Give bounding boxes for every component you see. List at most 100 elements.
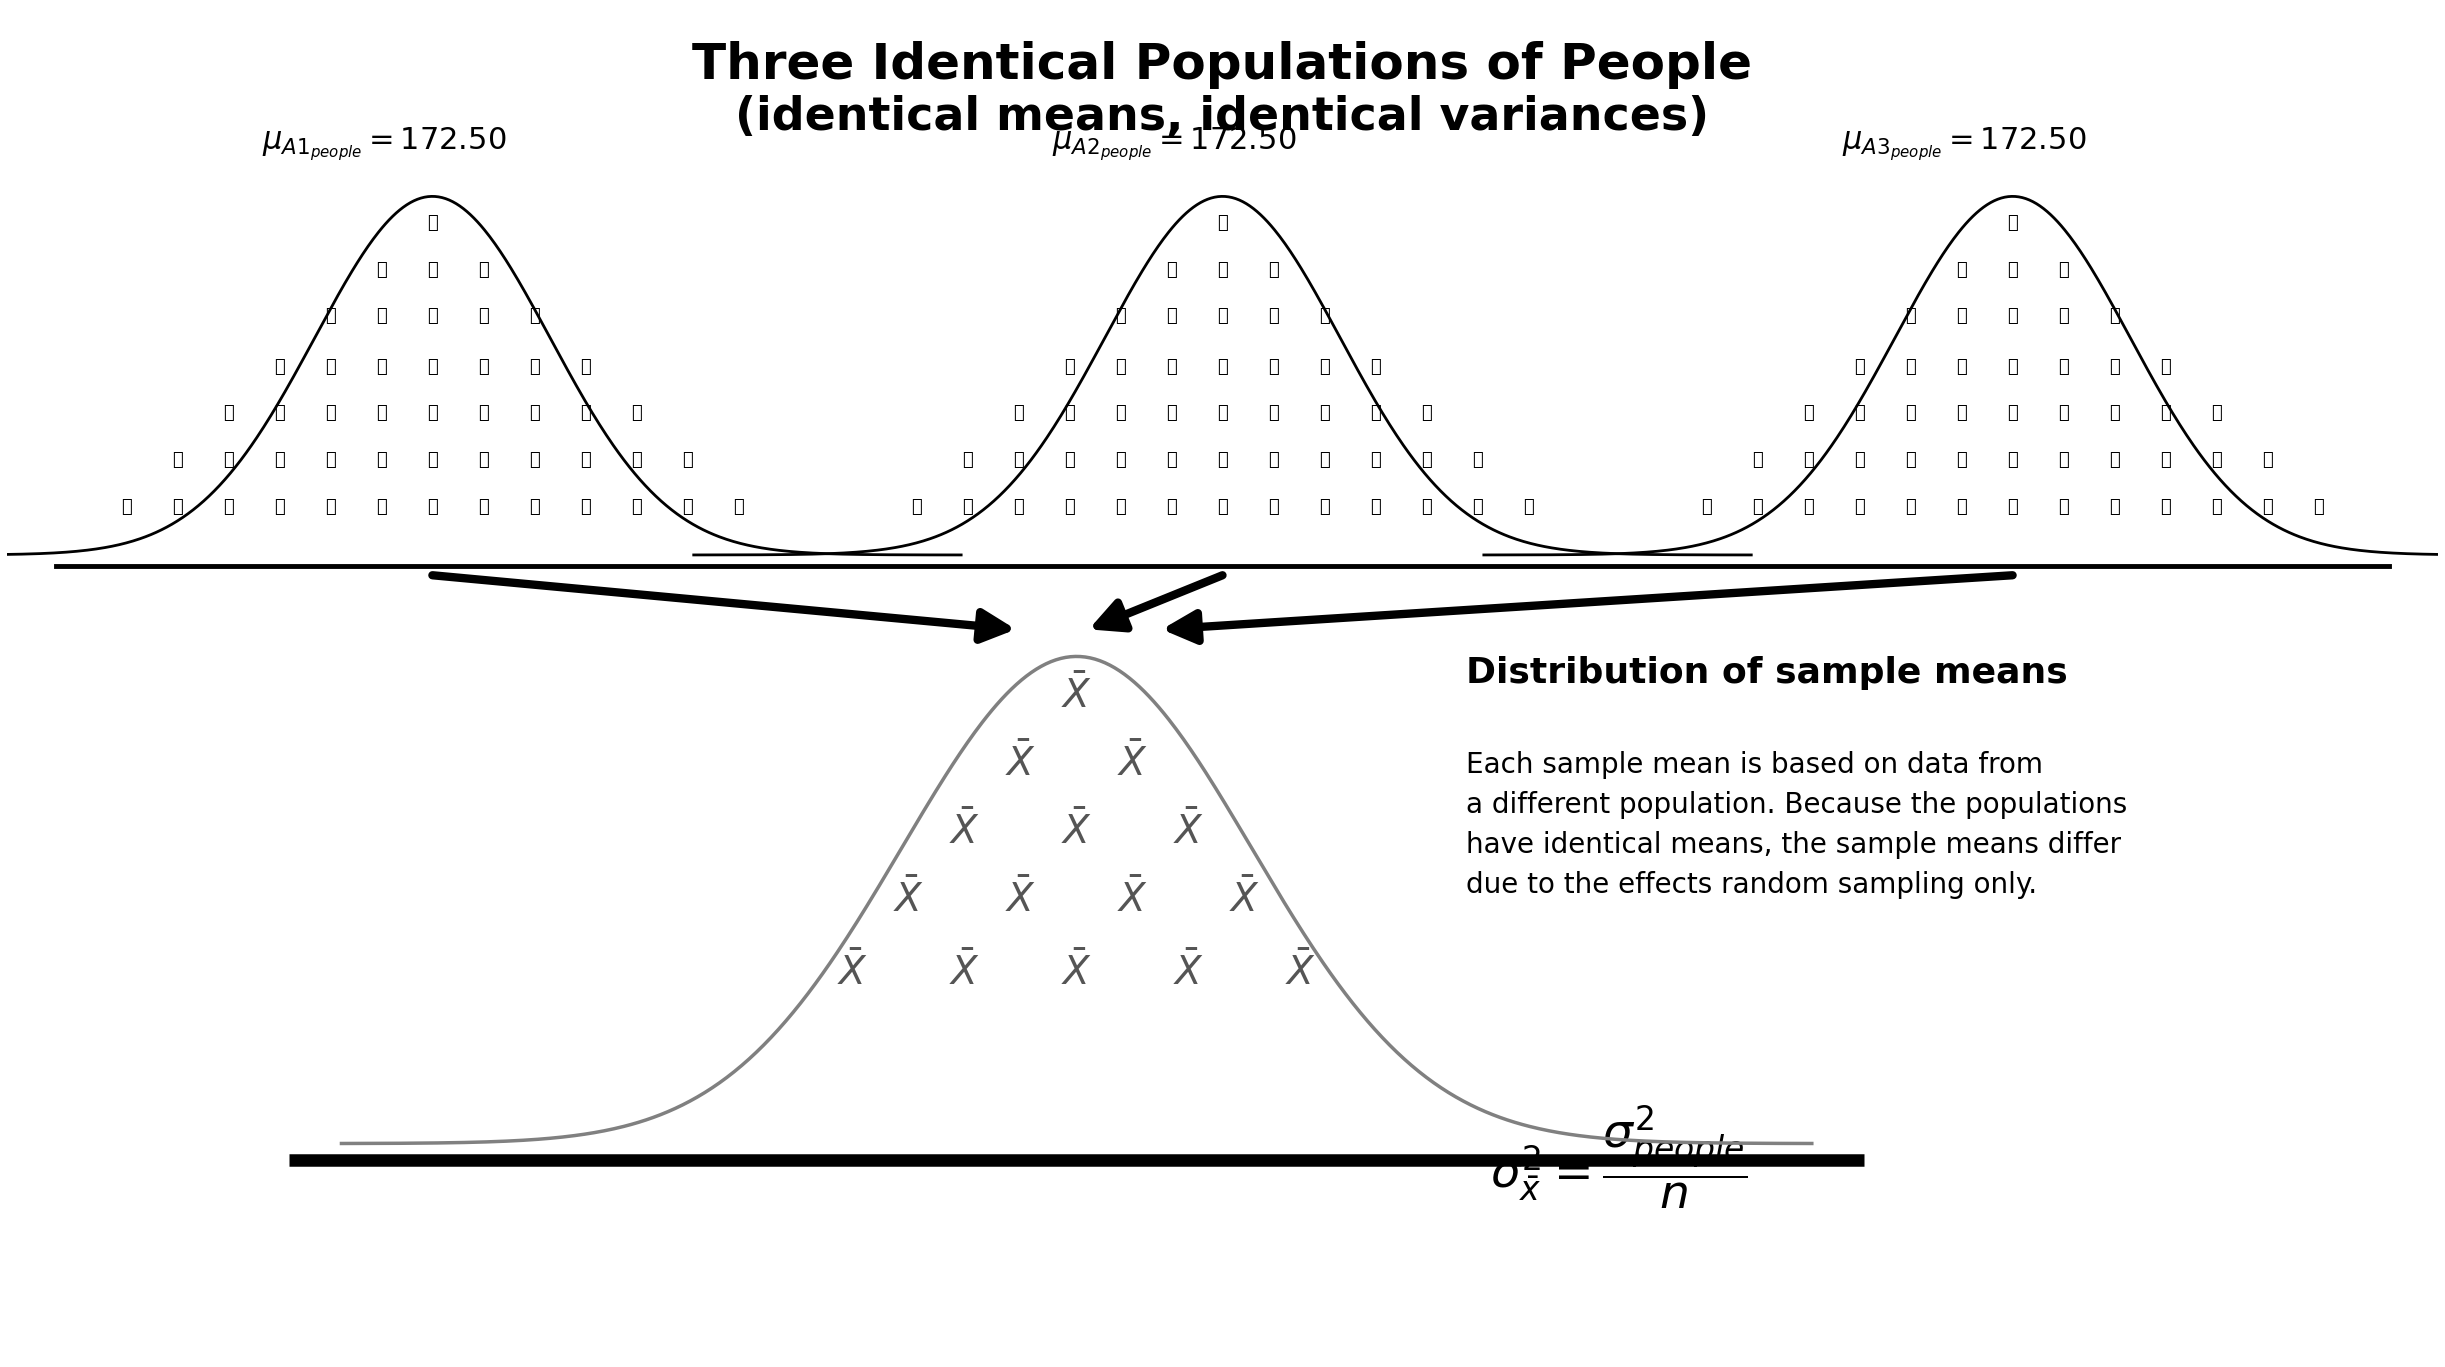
Text: ⛹: ⛹ xyxy=(1956,261,1966,279)
Text: $\bar{X}$: $\bar{X}$ xyxy=(1061,675,1093,716)
Text: ⛹: ⛹ xyxy=(428,215,438,232)
Text: ⛹: ⛹ xyxy=(325,358,335,376)
Text: ⛹: ⛹ xyxy=(1269,451,1279,469)
Text: ⛹: ⛹ xyxy=(1269,261,1279,279)
Text: $\bar{X}$: $\bar{X}$ xyxy=(1005,879,1037,920)
Text: ⛹: ⛹ xyxy=(1012,498,1024,515)
Text: ⛹: ⛹ xyxy=(2007,405,2017,422)
Text: ⛹: ⛹ xyxy=(2007,451,2017,469)
Text: ⛹: ⛹ xyxy=(1218,308,1227,325)
Text: ⛹: ⛹ xyxy=(325,451,335,469)
Text: ⛹: ⛹ xyxy=(1320,358,1330,376)
Text: ⛹: ⛹ xyxy=(1166,358,1176,376)
Text: Each sample mean is based on data from
a different population. Because the popul: Each sample mean is based on data from a… xyxy=(1465,750,2127,899)
Text: ⛹: ⛹ xyxy=(1012,451,1024,469)
Text: ⛹: ⛹ xyxy=(428,498,438,515)
Text: ⛹: ⛹ xyxy=(171,498,183,515)
Text: ⛹: ⛹ xyxy=(961,498,973,515)
Text: ⛹: ⛹ xyxy=(1753,498,1763,515)
Text: $\bar{X}$: $\bar{X}$ xyxy=(892,879,924,920)
Text: ⛹: ⛹ xyxy=(1956,405,1966,422)
Text: ⛹: ⛹ xyxy=(479,405,489,422)
Text: ⛹: ⛹ xyxy=(1064,451,1076,469)
Text: ⛹: ⛹ xyxy=(325,405,335,422)
Text: ⛹: ⛹ xyxy=(171,451,183,469)
Text: ⛹: ⛹ xyxy=(1905,451,1917,469)
Text: ⛹: ⛹ xyxy=(1115,451,1125,469)
Text: ⛹: ⛹ xyxy=(1802,451,1814,469)
Text: ⛹: ⛹ xyxy=(377,405,386,422)
Text: $\sigma^2_{\bar{x}} = \dfrac{\sigma^2_{people}}{n}$: $\sigma^2_{\bar{x}} = \dfrac{\sigma^2_{p… xyxy=(1489,1103,1748,1211)
Text: ⛹: ⛹ xyxy=(2110,451,2120,469)
Text: ⛹: ⛹ xyxy=(631,451,643,469)
Text: ⛹: ⛹ xyxy=(1218,405,1227,422)
Text: ⛹: ⛹ xyxy=(1269,308,1279,325)
Text: ⛹: ⛹ xyxy=(1905,358,1917,376)
Text: ⛹: ⛹ xyxy=(2007,358,2017,376)
Text: ⛹: ⛹ xyxy=(1218,261,1227,279)
Text: ⛹: ⛹ xyxy=(1166,261,1176,279)
Text: ⛹: ⛹ xyxy=(428,358,438,376)
Text: ⛹: ⛹ xyxy=(2110,498,2120,515)
Text: ⛹: ⛹ xyxy=(961,451,973,469)
Text: ⛹: ⛹ xyxy=(1369,358,1381,376)
Text: ⛹: ⛹ xyxy=(2161,358,2171,376)
Text: ⛹: ⛹ xyxy=(2110,358,2120,376)
Text: ⛹: ⛹ xyxy=(274,405,284,422)
Text: ⛹: ⛹ xyxy=(1269,405,1279,422)
Text: ⛹: ⛹ xyxy=(1064,498,1076,515)
Text: $\bar{X}$: $\bar{X}$ xyxy=(1284,953,1315,994)
Text: ⛹: ⛹ xyxy=(377,308,386,325)
Text: ⛹: ⛹ xyxy=(579,358,592,376)
Text: ⛹: ⛹ xyxy=(2007,261,2017,279)
Text: $\bar{X}$: $\bar{X}$ xyxy=(839,953,868,994)
Text: ⛹: ⛹ xyxy=(479,358,489,376)
Text: Distribution of sample means: Distribution of sample means xyxy=(1465,656,2068,690)
Text: ⛹: ⛹ xyxy=(1115,358,1125,376)
Text: ⛹: ⛹ xyxy=(2161,451,2171,469)
Text: ⛹: ⛹ xyxy=(1269,358,1279,376)
Text: ⛹: ⛹ xyxy=(1421,498,1433,515)
Text: $\bar{X}$: $\bar{X}$ xyxy=(1174,812,1203,852)
Text: ⛹: ⛹ xyxy=(528,405,540,422)
Text: ⛹: ⛹ xyxy=(528,498,540,515)
Text: ⛹: ⛹ xyxy=(528,451,540,469)
Text: ⛹: ⛹ xyxy=(528,358,540,376)
Text: ⛹: ⛹ xyxy=(1905,498,1917,515)
Text: ⛹: ⛹ xyxy=(1166,451,1176,469)
Text: ⛹: ⛹ xyxy=(274,451,284,469)
Text: ⛹: ⛹ xyxy=(2059,358,2068,376)
Text: ⛹: ⛹ xyxy=(2059,308,2068,325)
Text: ⛹: ⛹ xyxy=(325,498,335,515)
Text: ⛹: ⛹ xyxy=(579,498,592,515)
Text: ⛹: ⛹ xyxy=(1853,498,1866,515)
Text: ⛹: ⛹ xyxy=(274,358,284,376)
Text: ⛹: ⛹ xyxy=(1956,308,1966,325)
Text: ⛹: ⛹ xyxy=(2059,261,2068,279)
Text: ⛹: ⛹ xyxy=(2210,405,2223,422)
Text: $\bar{X}$: $\bar{X}$ xyxy=(1061,953,1093,994)
Text: ⛹: ⛹ xyxy=(2161,405,2171,422)
Text: ⛹: ⛹ xyxy=(579,405,592,422)
Text: ⛹: ⛹ xyxy=(479,451,489,469)
Text: ⛹: ⛹ xyxy=(1218,215,1227,232)
Text: ⛹: ⛹ xyxy=(2059,405,2068,422)
Text: ⛹: ⛹ xyxy=(1064,358,1076,376)
Text: ⛹: ⛹ xyxy=(377,261,386,279)
Text: $\mu_{A1_{people}} = 172.50$: $\mu_{A1_{people}} = 172.50$ xyxy=(262,124,506,163)
Text: ⛹: ⛹ xyxy=(2110,308,2120,325)
Text: ⛹: ⛹ xyxy=(631,498,643,515)
Text: ⛹: ⛹ xyxy=(274,498,284,515)
Text: ⛹: ⛹ xyxy=(631,405,643,422)
Text: ⛹: ⛹ xyxy=(1421,451,1433,469)
Text: $\mu_{A3_{people}} = 172.50$: $\mu_{A3_{people}} = 172.50$ xyxy=(1841,124,2086,163)
Text: ⛹: ⛹ xyxy=(2110,405,2120,422)
Text: ⛹: ⛹ xyxy=(479,498,489,515)
Text: ⛹: ⛹ xyxy=(1064,405,1076,422)
Text: ⛹: ⛹ xyxy=(1853,451,1866,469)
Text: ⛹: ⛹ xyxy=(682,498,692,515)
Text: ⛹: ⛹ xyxy=(528,308,540,325)
Text: ⛹: ⛹ xyxy=(1853,358,1866,376)
Text: ⛹: ⛹ xyxy=(479,308,489,325)
Text: ⛹: ⛹ xyxy=(1320,451,1330,469)
